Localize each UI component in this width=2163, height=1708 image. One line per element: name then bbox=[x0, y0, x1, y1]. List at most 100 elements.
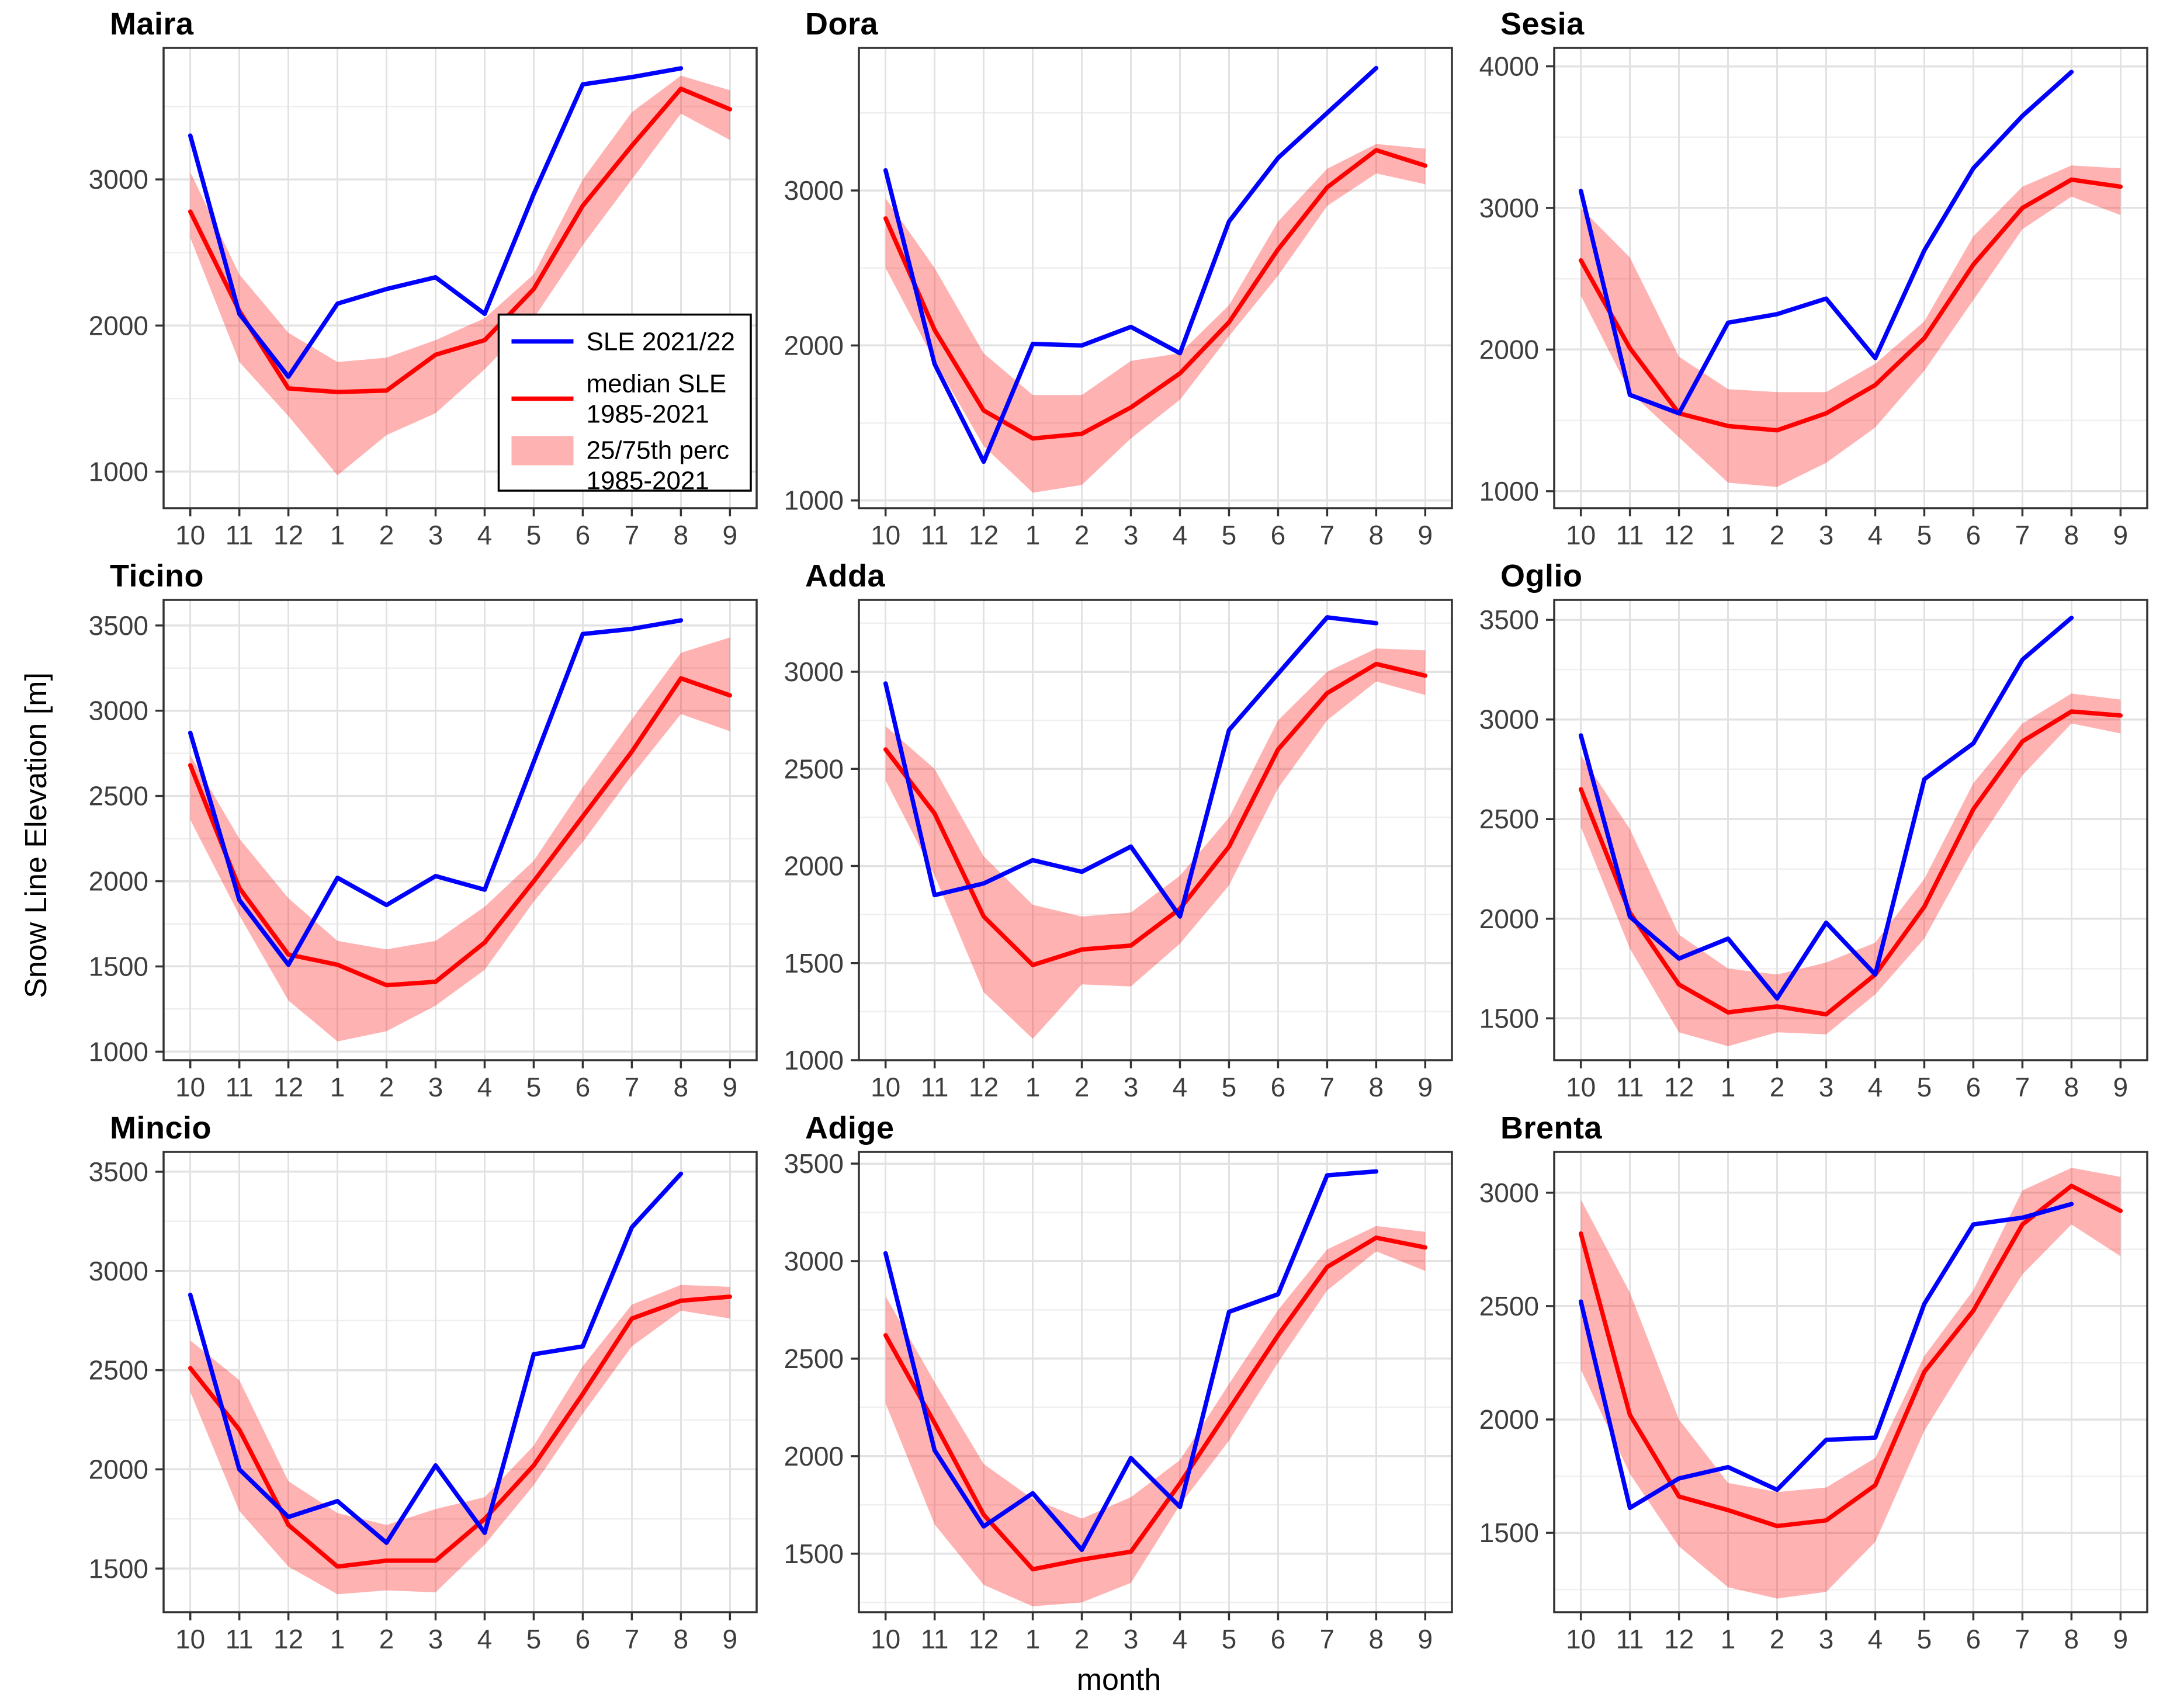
y-tick-label: 3000 bbox=[784, 1246, 844, 1276]
x-tick-label: 3 bbox=[428, 520, 443, 550]
panel-border bbox=[858, 47, 1453, 509]
y-tick-label: 1000 bbox=[89, 456, 148, 487]
y-tick-label: 1500 bbox=[89, 951, 148, 981]
median-line bbox=[188, 86, 733, 394]
x-tick-label: 4 bbox=[1173, 1072, 1188, 1102]
x-tick-label: 9 bbox=[2113, 520, 2129, 550]
chart-grid bbox=[859, 48, 1452, 508]
x-tick-label: 8 bbox=[1369, 1072, 1384, 1102]
y-axis: 1500 2000 2500 3000 3500 bbox=[784, 1148, 859, 1569]
y-axis: 1000 1500 2000 2500 3000 bbox=[784, 657, 859, 1075]
y-tick-label: 3000 bbox=[89, 164, 148, 195]
x-tick-label: 7 bbox=[2015, 1072, 2030, 1102]
y-tick-label: 2500 bbox=[1479, 804, 1539, 834]
y-tick-label: 3500 bbox=[89, 610, 148, 641]
x-tick-label: 11 bbox=[1616, 1072, 1644, 1102]
x-tick-label: 1 bbox=[1721, 520, 1736, 550]
x-tick-label: 8 bbox=[674, 520, 689, 550]
current-season-line bbox=[1578, 70, 2074, 416]
chart-grid bbox=[1554, 1152, 2147, 1612]
y-tick-label: 1500 bbox=[1479, 1003, 1539, 1033]
x-axis: 10 11 12 1 2 3 4 5 6 7 8 9 bbox=[175, 1612, 737, 1654]
x-tick-label: 11 bbox=[921, 1072, 949, 1102]
x-tick-label: 11 bbox=[1616, 1624, 1644, 1654]
x-tick-label: 8 bbox=[674, 1624, 689, 1654]
x-tick-label: 7 bbox=[625, 1072, 640, 1102]
y-axis: 1000 2000 3000 bbox=[89, 164, 164, 487]
x-tick-label: 3 bbox=[1124, 1624, 1139, 1654]
x-tick-label: 6 bbox=[576, 520, 591, 550]
x-tick-label: 10 bbox=[175, 1072, 205, 1102]
y-tick-label: 1500 bbox=[89, 1553, 148, 1584]
x-tick-label: 5 bbox=[1917, 1624, 1932, 1654]
x-tick-label: 6 bbox=[576, 1072, 591, 1102]
x-tick-label: 6 bbox=[1966, 1072, 1981, 1102]
x-tick-label: 12 bbox=[273, 1072, 303, 1102]
x-tick-label: 5 bbox=[1222, 1072, 1237, 1102]
x-tick-label: 3 bbox=[1819, 1072, 1834, 1102]
y-axis: 1500 2000 2500 3000 3500 bbox=[89, 1157, 164, 1584]
x-tick-label: 5 bbox=[1222, 1624, 1237, 1654]
panel-border bbox=[1553, 599, 2148, 1061]
x-tick-label: 4 bbox=[1173, 1624, 1188, 1654]
x-tick-label: 11 bbox=[921, 1624, 949, 1654]
x-tick-label: 12 bbox=[1664, 520, 1694, 550]
y-tick-label: 4000 bbox=[1479, 51, 1539, 82]
panel-border bbox=[858, 1151, 1453, 1613]
legend-label-percentile: 25/75th perc bbox=[586, 436, 729, 465]
panel-border bbox=[858, 599, 1453, 1061]
x-tick-label: 10 bbox=[175, 520, 205, 550]
x-tick-label: 10 bbox=[1566, 1072, 1596, 1102]
percentile-band bbox=[190, 637, 730, 1042]
x-axis: 10 11 12 1 2 3 4 5 6 7 8 9 bbox=[871, 508, 1433, 550]
y-tick-label: 1500 bbox=[784, 948, 844, 978]
x-tick-label: 12 bbox=[969, 1072, 999, 1102]
panel-title: Brenta bbox=[1500, 1110, 1603, 1145]
percentile-band bbox=[190, 75, 730, 475]
y-tick-label: 2000 bbox=[89, 866, 148, 897]
x-tick-label: 3 bbox=[1819, 1624, 1834, 1654]
x-tick-label: 5 bbox=[1222, 520, 1237, 550]
x-tick-label: 7 bbox=[625, 520, 640, 550]
x-tick-label: 1 bbox=[1025, 1072, 1041, 1102]
current-season-line bbox=[883, 1169, 1379, 1552]
x-tick-label: 9 bbox=[1418, 1624, 1433, 1654]
x-tick-label: 1 bbox=[1025, 520, 1041, 550]
percentile-band bbox=[1580, 1168, 2121, 1599]
x-tick-label: 3 bbox=[1124, 1072, 1139, 1102]
chart-cell-ticino: Ticino 1000 1500 2000 2500 3000 3500 10 11 12 1 2 3 4… bbox=[76, 552, 771, 1104]
x-tick-label: 10 bbox=[871, 520, 900, 550]
x-tick-label: 2 bbox=[1770, 1624, 1785, 1654]
x-tick-label: 9 bbox=[2113, 1072, 2129, 1102]
y-tick-label: 1500 bbox=[1479, 1518, 1539, 1548]
y-tick-label: 1000 bbox=[784, 1045, 844, 1075]
percentile-band bbox=[1580, 165, 2121, 487]
y-tick-label: 3000 bbox=[1479, 1178, 1539, 1208]
chart-cell-adda: Adda 1000 1500 2000 2500 3000 10 11 12 1 2 3 4 5 6 7 8 9 bbox=[771, 552, 1467, 1104]
x-tick-label: 5 bbox=[526, 1624, 542, 1654]
y-tick-label: 3000 bbox=[89, 1256, 148, 1286]
x-tick-label: 2 bbox=[1074, 1624, 1090, 1654]
x-tick-label: 1 bbox=[1721, 1072, 1736, 1102]
panel-title: Maira bbox=[110, 6, 194, 41]
chart-grid bbox=[164, 600, 757, 1060]
x-tick-label: 6 bbox=[1966, 520, 1981, 550]
legend-label-current: SLE 2021/22 bbox=[586, 328, 734, 356]
x-tick-label: 4 bbox=[1868, 1624, 1883, 1654]
panel-border bbox=[162, 47, 758, 509]
percentile-band bbox=[885, 648, 1426, 1039]
legend-box bbox=[497, 313, 752, 492]
x-tick-label: 9 bbox=[2113, 1624, 2129, 1654]
x-tick-label: 6 bbox=[1271, 1624, 1286, 1654]
x-tick-label: 10 bbox=[1566, 1624, 1596, 1654]
x-tick-label: 10 bbox=[175, 1624, 205, 1654]
x-tick-label: 1 bbox=[330, 1624, 345, 1654]
x-tick-label: 11 bbox=[921, 520, 949, 550]
panel-title: Adda bbox=[805, 558, 885, 593]
